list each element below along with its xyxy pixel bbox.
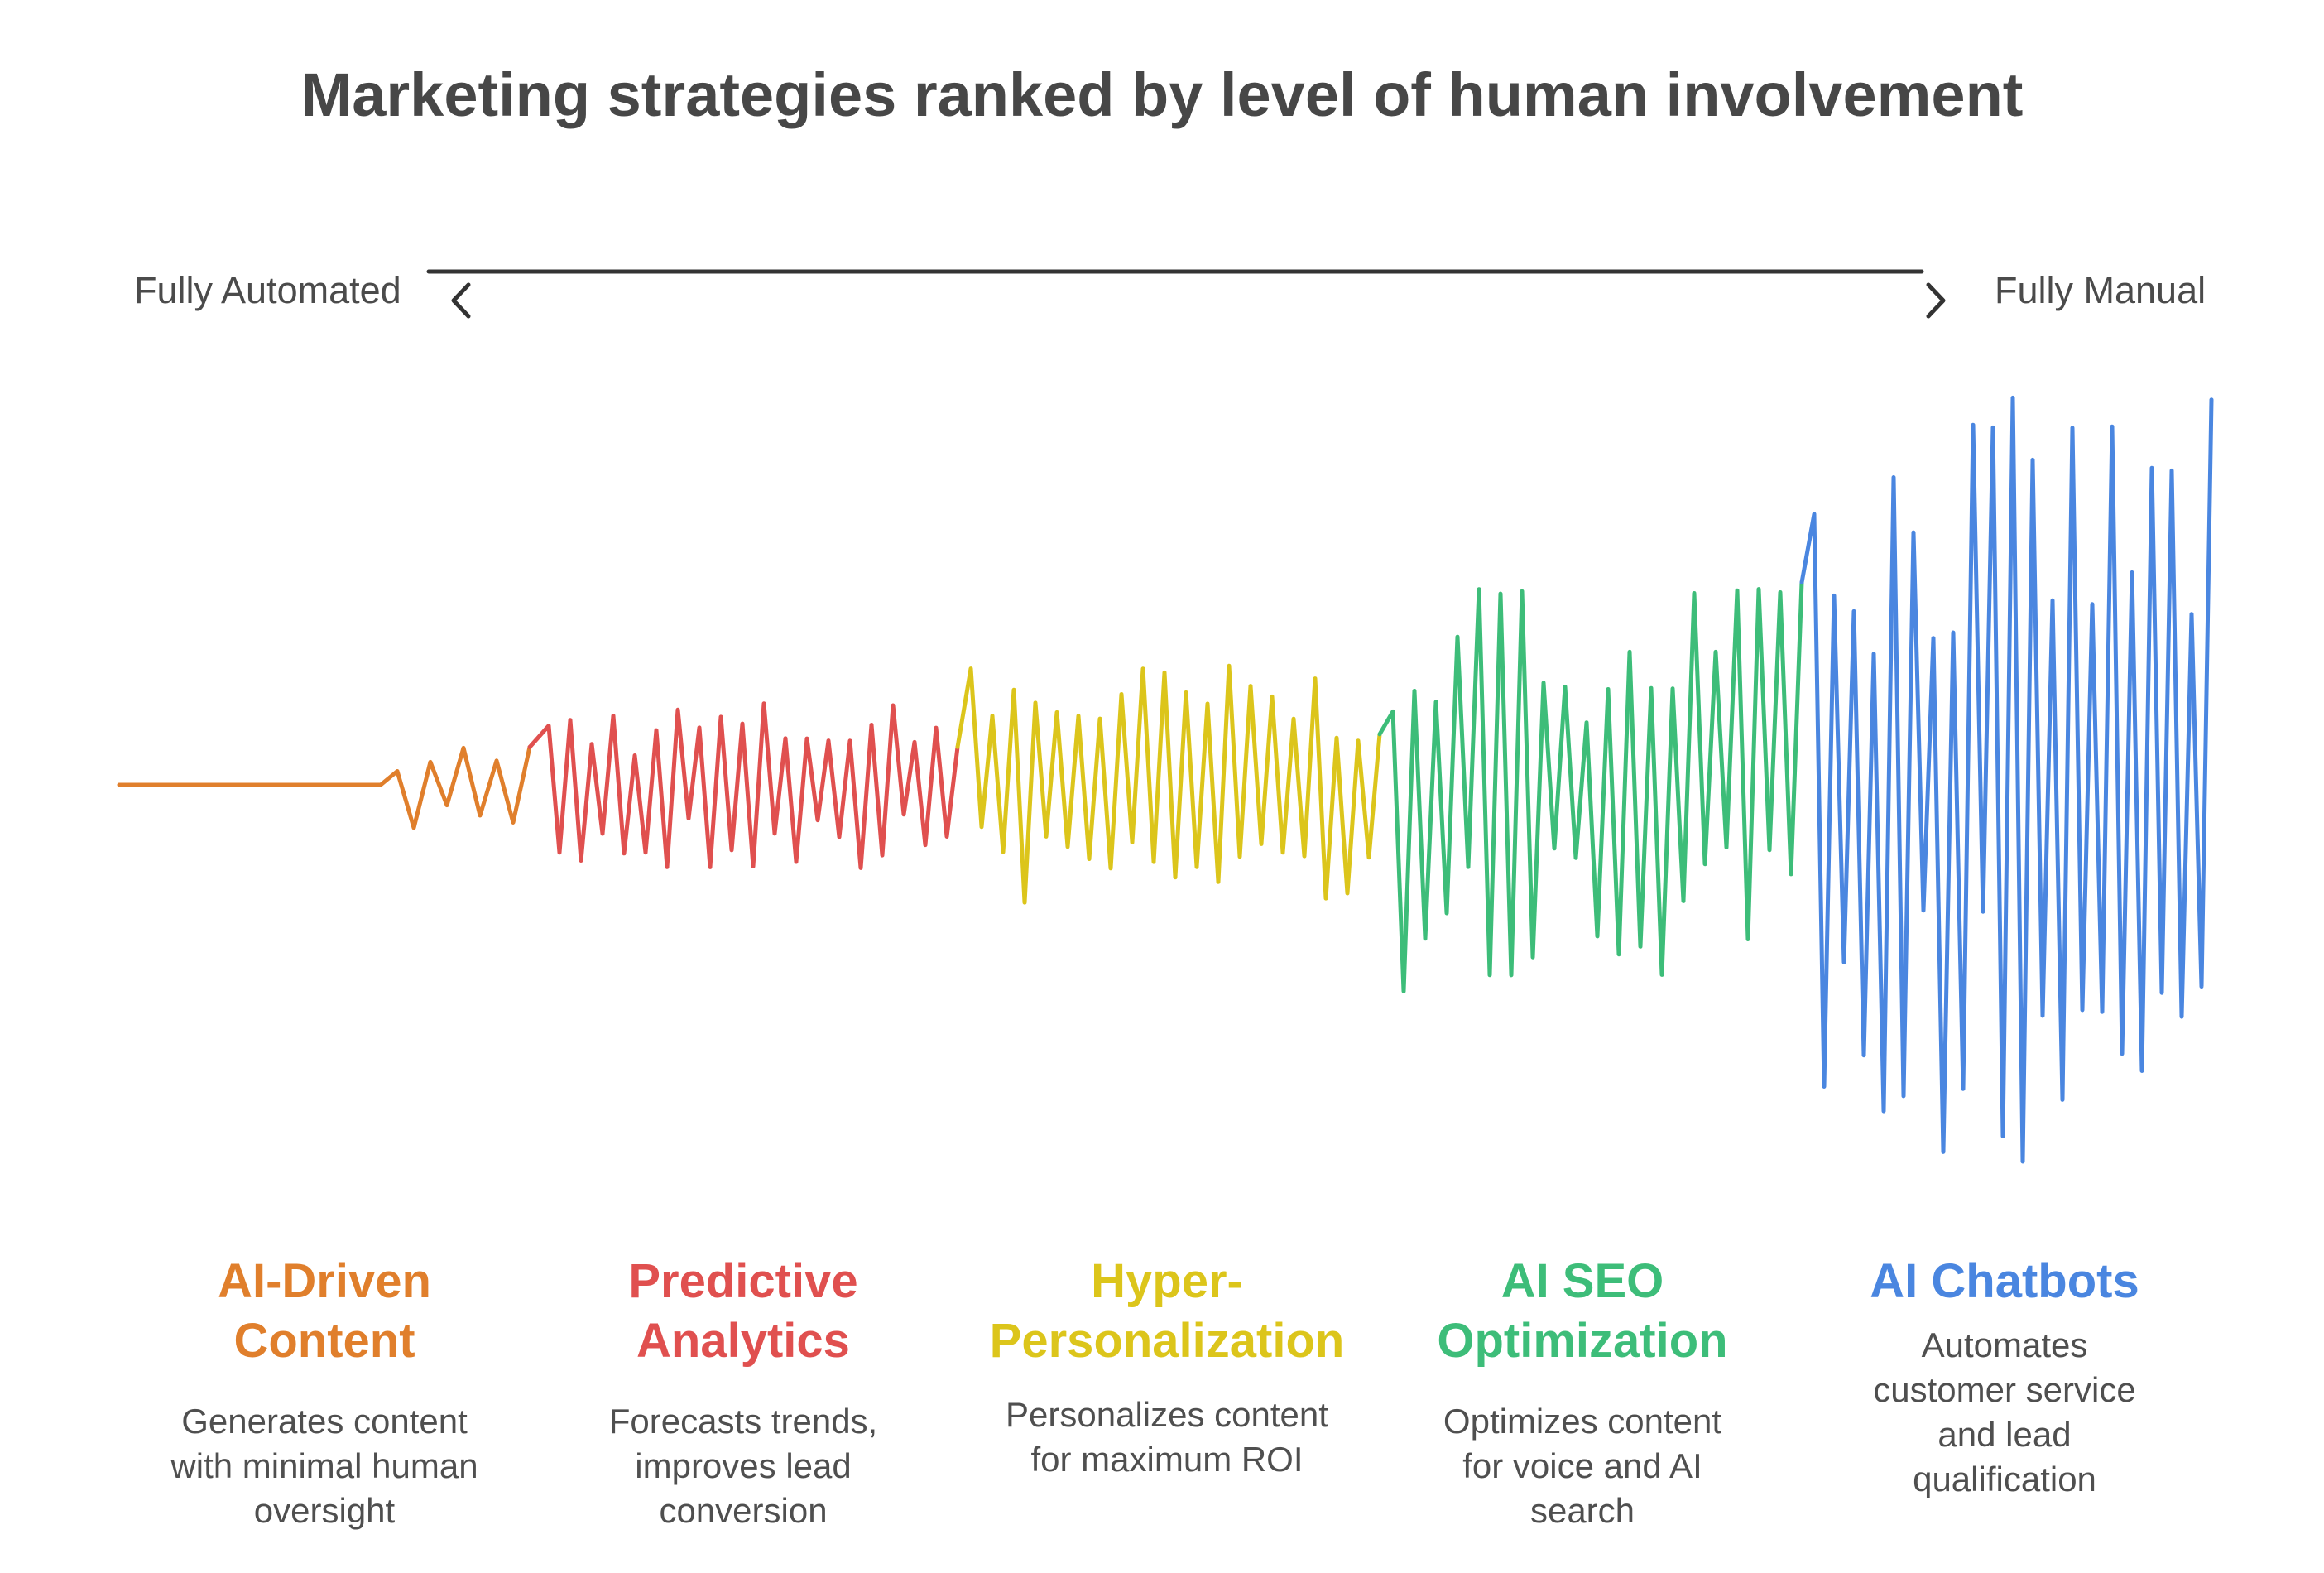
description-line: customer service	[1873, 1370, 2136, 1409]
chevron-right-icon	[1926, 282, 1946, 319]
strategy-title-line: Optimization	[1437, 1314, 1728, 1368]
description-line: with minimal human	[170, 1446, 478, 1485]
strategy-title-line: Analytics	[636, 1314, 850, 1368]
wave-ai-driven-content	[117, 744, 532, 830]
strategy-title-line: Predictive	[628, 1254, 858, 1308]
description-line: Forecasts trends,	[608, 1402, 878, 1441]
chevron-left-icon	[451, 282, 471, 319]
strategy-predictive-analytics: Predictive Analytics Forecasts trends, i…	[553, 1252, 934, 1533]
strategy-title: Hyper- Personalization	[977, 1252, 1357, 1371]
fully-manual-label: Fully Manual	[1995, 269, 2206, 311]
strategy-title-line: AI Chatbots	[1870, 1254, 2139, 1308]
description-line: search	[1529, 1491, 1635, 1530]
strategy-description: Forecasts trends, improves lead conversi…	[553, 1399, 934, 1533]
strategy-title-line: Content	[233, 1314, 415, 1368]
strategy-title-line: AI-Driven	[218, 1254, 431, 1308]
strategy-ai-chatbots: AI Chatbots Automates customer service a…	[1814, 1252, 2195, 1502]
strategy-description: Generates content with minimal human ove…	[134, 1399, 515, 1533]
fully-automated-label: Fully Automated	[134, 269, 401, 311]
involvement-waveform	[117, 395, 2214, 1164]
description-line: conversion	[659, 1491, 828, 1530]
wave-predictive-analytics	[527, 701, 960, 870]
wave-ai-seo-optimization	[1377, 580, 1804, 993]
strategy-title: AI SEO Optimization	[1392, 1252, 1773, 1371]
strategy-description: Automates customer service and lead qual…	[1814, 1323, 2195, 1502]
strategy-title-line: AI SEO	[1501, 1254, 1664, 1308]
strategy-description: Optimizes content for voice and AI searc…	[1392, 1399, 1773, 1533]
description-line: for voice and AI	[1462, 1446, 1702, 1485]
description-line: for maximum ROI	[1030, 1440, 1304, 1479]
strategy-hyper-personalization: Hyper- Personalization Personalizes cont…	[977, 1252, 1357, 1482]
strategy-description: Personalizes content for maximum ROI	[977, 1393, 1357, 1482]
strategy-title: AI Chatbots	[1814, 1252, 2195, 1311]
wave-ai-chatbots	[1799, 395, 2214, 1164]
description-line: qualification	[1913, 1460, 2096, 1498]
description-line: Automates	[1921, 1325, 2088, 1364]
description-line: oversight	[253, 1491, 396, 1530]
strategy-title: Predictive Analytics	[553, 1252, 934, 1371]
strategy-ai-driven-content: AI-Driven Content Generates content with…	[134, 1252, 515, 1533]
strategy-title: AI-Driven Content	[134, 1252, 515, 1371]
description-line: Optimizes content	[1443, 1402, 1722, 1441]
description-line: Personalizes content	[1006, 1395, 1328, 1434]
strategy-ai-seo-optimization: AI SEO Optimization Optimizes content fo…	[1392, 1252, 1773, 1533]
strategy-title-line: Hyper-	[1091, 1254, 1243, 1308]
description-line: and lead	[1937, 1415, 2072, 1454]
wave-hyper-personalization	[955, 663, 1382, 905]
description-line: Generates content	[181, 1402, 468, 1441]
page-title: Marketing strategies ranked by level of …	[300, 60, 2024, 129]
strategy-title-line: Personalization	[989, 1314, 1345, 1368]
description-line: improves lead	[635, 1446, 852, 1485]
